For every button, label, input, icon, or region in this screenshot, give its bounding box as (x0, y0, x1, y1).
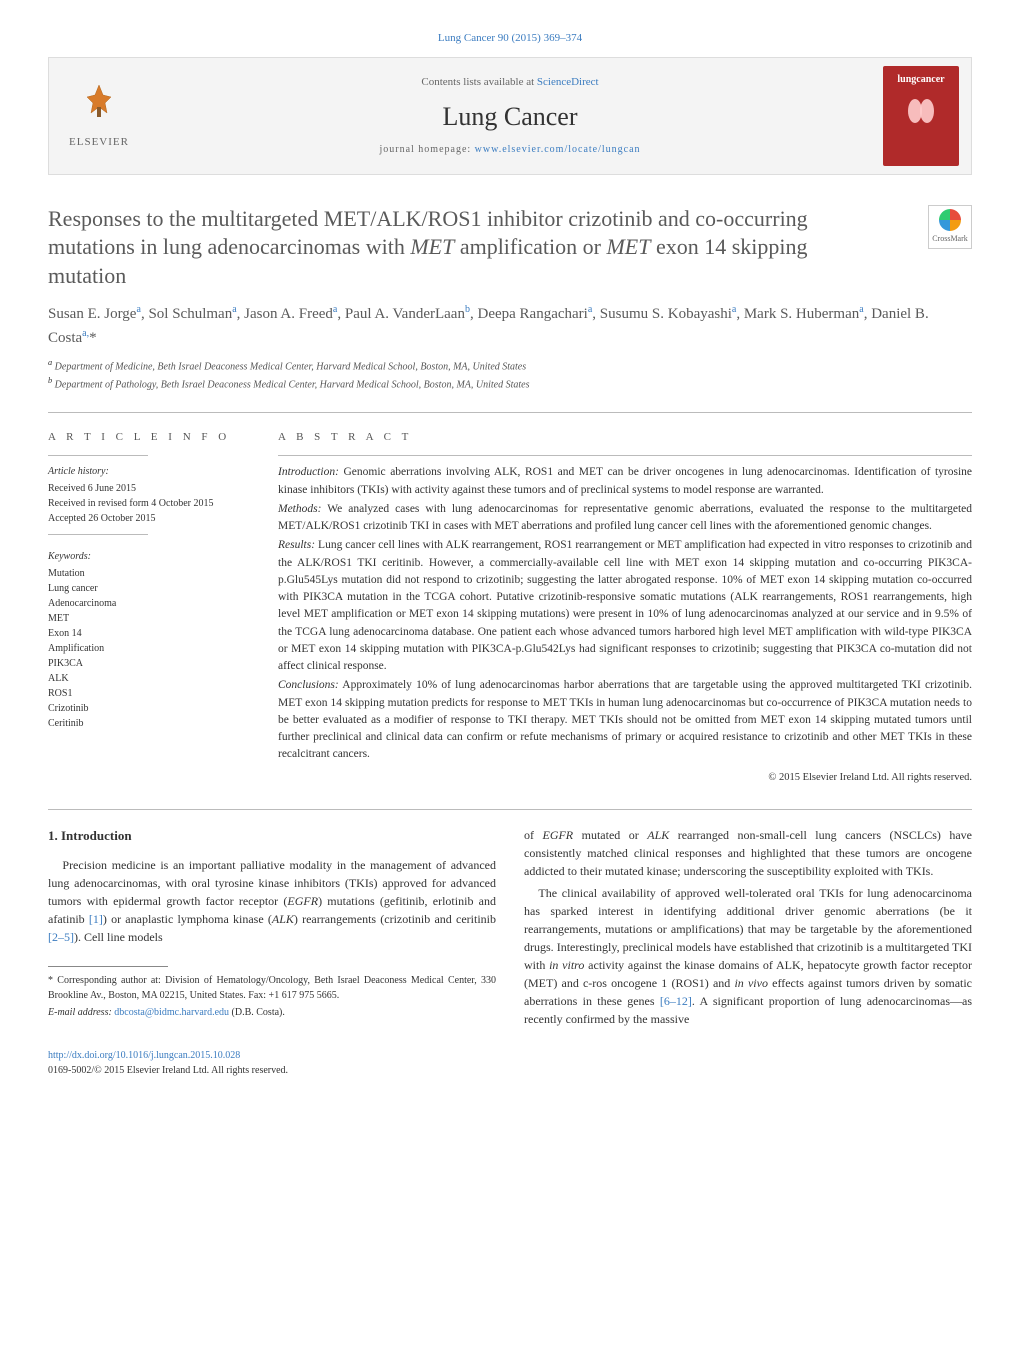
elsevier-logo[interactable]: ELSEVIER (61, 78, 137, 154)
keyword-item: Adenocarcinoma (48, 596, 248, 611)
abstract-intro: Introduction: Genomic aberrations involv… (278, 464, 972, 499)
corresponding-email-link[interactable]: dbcosta@bidmc.harvard.edu (114, 1007, 229, 1018)
doi-link[interactable]: http://dx.doi.org/10.1016/j.lungcan.2015… (48, 1050, 240, 1061)
abstract-results: Results: Lung cancer cell lines with ALK… (278, 537, 972, 675)
article-info-sidebar: A R T I C L E I N F O Article history: R… (48, 429, 248, 786)
crossmark-label: CrossMark (932, 233, 968, 245)
abstract-copyright: © 2015 Elsevier Ireland Ltd. All rights … (278, 770, 972, 786)
keyword-item: ROS1 (48, 686, 248, 701)
abstract-methods: Methods: We analyzed cases with lung ade… (278, 501, 972, 536)
received-date: Received 6 June 2015 (48, 481, 248, 496)
abstract-block: A B S T R A C T Introduction: Genomic ab… (278, 429, 972, 786)
keyword-item: MET (48, 611, 248, 626)
crossmark-button[interactable]: CrossMark (928, 205, 972, 249)
body-column-right: of EGFR mutated or ALK rearranged non-sm… (524, 826, 972, 1032)
sciencedirect-link[interactable]: ScienceDirect (537, 76, 599, 88)
section-heading: 1. Introduction (48, 826, 496, 846)
contents-line: Contents lists available at ScienceDirec… (137, 74, 883, 91)
homepage-prefix: journal homepage: (379, 144, 474, 155)
keyword-item: Lung cancer (48, 581, 248, 596)
divider (48, 809, 972, 810)
keyword-item: PIK3CA (48, 656, 248, 671)
author-list: Susan E. Jorgea, Sol Schulmana, Jason A.… (48, 302, 972, 349)
keywords-label: Keywords: (48, 549, 248, 564)
keyword-item: Mutation (48, 566, 248, 581)
email-line: E-mail address: dbcosta@bidmc.harvard.ed… (48, 1005, 496, 1020)
keyword-item: Exon 14 (48, 626, 248, 641)
abstract-heading: A B S T R A C T (278, 429, 972, 446)
affiliations: a Department of Medicine, Beth Israel De… (48, 357, 972, 392)
elsevier-brand-text: ELSEVIER (69, 134, 129, 151)
keyword-item: Amplification (48, 641, 248, 656)
keywords-list: MutationLung cancerAdenocarcinomaMETExon… (48, 566, 248, 731)
affiliation-b: b Department of Pathology, Beth Israel D… (48, 375, 972, 392)
keyword-item: Crizotinib (48, 701, 248, 716)
divider (48, 412, 972, 413)
accepted-date: Accepted 26 October 2015 (48, 511, 248, 526)
crossmark-icon (939, 209, 961, 231)
footnote-rule (48, 966, 168, 967)
article-info-heading: A R T I C L E I N F O (48, 429, 248, 446)
corresponding-author-note: * Corresponding author at: Division of H… (48, 973, 496, 1003)
header-center: Contents lists available at ScienceDirec… (137, 74, 883, 157)
abstract-conclusions: Conclusions: Approximately 10% of lung a… (278, 677, 972, 763)
history-label: Article history: (48, 464, 248, 479)
cover-title-text: lungcancer (897, 72, 944, 87)
journal-citation[interactable]: Lung Cancer 90 (2015) 369–374 (48, 30, 972, 47)
journal-cover-thumbnail[interactable]: lungcancer (883, 66, 959, 166)
journal-title: Lung Cancer (137, 97, 883, 136)
contents-prefix: Contents lists available at (421, 76, 536, 88)
homepage-link[interactable]: www.elsevier.com/locate/lungcan (475, 144, 641, 155)
revised-date: Received in revised form 4 October 2015 (48, 496, 248, 511)
journal-header-box: ELSEVIER Contents lists available at Sci… (48, 57, 972, 175)
body-two-column: 1. Introduction Precision medicine is an… (48, 826, 972, 1032)
journal-homepage: journal homepage: www.elsevier.com/locat… (137, 142, 883, 157)
body-para-1: Precision medicine is an important palli… (48, 856, 496, 946)
cover-lung-icon (906, 91, 936, 131)
elsevier-tree-icon (79, 81, 119, 134)
keyword-item: Ceritinib (48, 716, 248, 731)
issn-copyright: 0169-5002/© 2015 Elsevier Ireland Ltd. A… (48, 1063, 972, 1078)
article-title: Responses to the multitargeted MET/ALK/R… (48, 205, 868, 291)
footnotes: * Corresponding author at: Division of H… (48, 973, 496, 1020)
body-para-2: of EGFR mutated or ALK rearranged non-sm… (524, 826, 972, 880)
body-para-3: The clinical availability of approved we… (524, 884, 972, 1028)
keyword-item: ALK (48, 671, 248, 686)
affiliation-a: a Department of Medicine, Beth Israel De… (48, 357, 972, 374)
page-footer: http://dx.doi.org/10.1016/j.lungcan.2015… (48, 1048, 972, 1078)
body-column-left: 1. Introduction Precision medicine is an… (48, 826, 496, 1032)
